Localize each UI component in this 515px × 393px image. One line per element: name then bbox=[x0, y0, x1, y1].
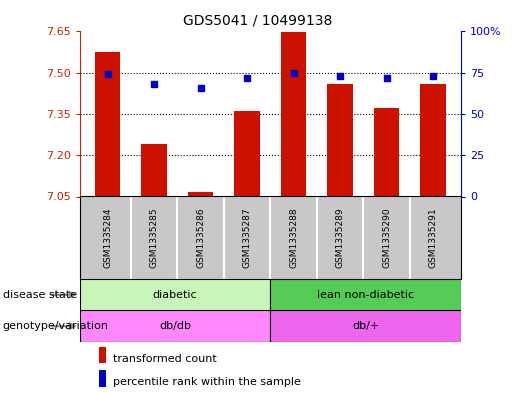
Text: GDS5041 / 10499138: GDS5041 / 10499138 bbox=[183, 14, 332, 28]
Text: GSM1335286: GSM1335286 bbox=[196, 208, 205, 268]
Text: GSM1335288: GSM1335288 bbox=[289, 208, 298, 268]
Bar bbox=[270, 310, 461, 342]
Bar bbox=[420, 84, 446, 196]
Bar bbox=[188, 192, 213, 196]
Text: GSM1335291: GSM1335291 bbox=[428, 208, 438, 268]
Bar bbox=[80, 279, 270, 310]
Text: GSM1335284: GSM1335284 bbox=[103, 208, 112, 268]
Bar bbox=[234, 111, 260, 196]
Text: GSM1335285: GSM1335285 bbox=[150, 208, 159, 268]
Text: percentile rank within the sample: percentile rank within the sample bbox=[113, 377, 301, 387]
Text: lean non-diabetic: lean non-diabetic bbox=[317, 290, 414, 300]
Bar bbox=[270, 279, 461, 310]
Bar bbox=[80, 310, 270, 342]
Text: db/+: db/+ bbox=[352, 321, 379, 331]
Bar bbox=[281, 32, 306, 196]
Bar bbox=[328, 84, 353, 196]
Text: db/db: db/db bbox=[159, 321, 191, 331]
Text: transformed count: transformed count bbox=[113, 354, 217, 364]
Text: diabetic: diabetic bbox=[153, 290, 197, 300]
Text: genotype/variation: genotype/variation bbox=[3, 321, 109, 331]
Text: disease state: disease state bbox=[3, 290, 77, 300]
Text: GSM1335289: GSM1335289 bbox=[336, 208, 345, 268]
Bar bbox=[142, 144, 167, 196]
Bar bbox=[95, 52, 121, 196]
Bar bbox=[99, 347, 106, 364]
Bar bbox=[99, 370, 106, 387]
Text: GSM1335287: GSM1335287 bbox=[243, 208, 252, 268]
Text: GSM1335290: GSM1335290 bbox=[382, 208, 391, 268]
Bar bbox=[374, 108, 399, 196]
